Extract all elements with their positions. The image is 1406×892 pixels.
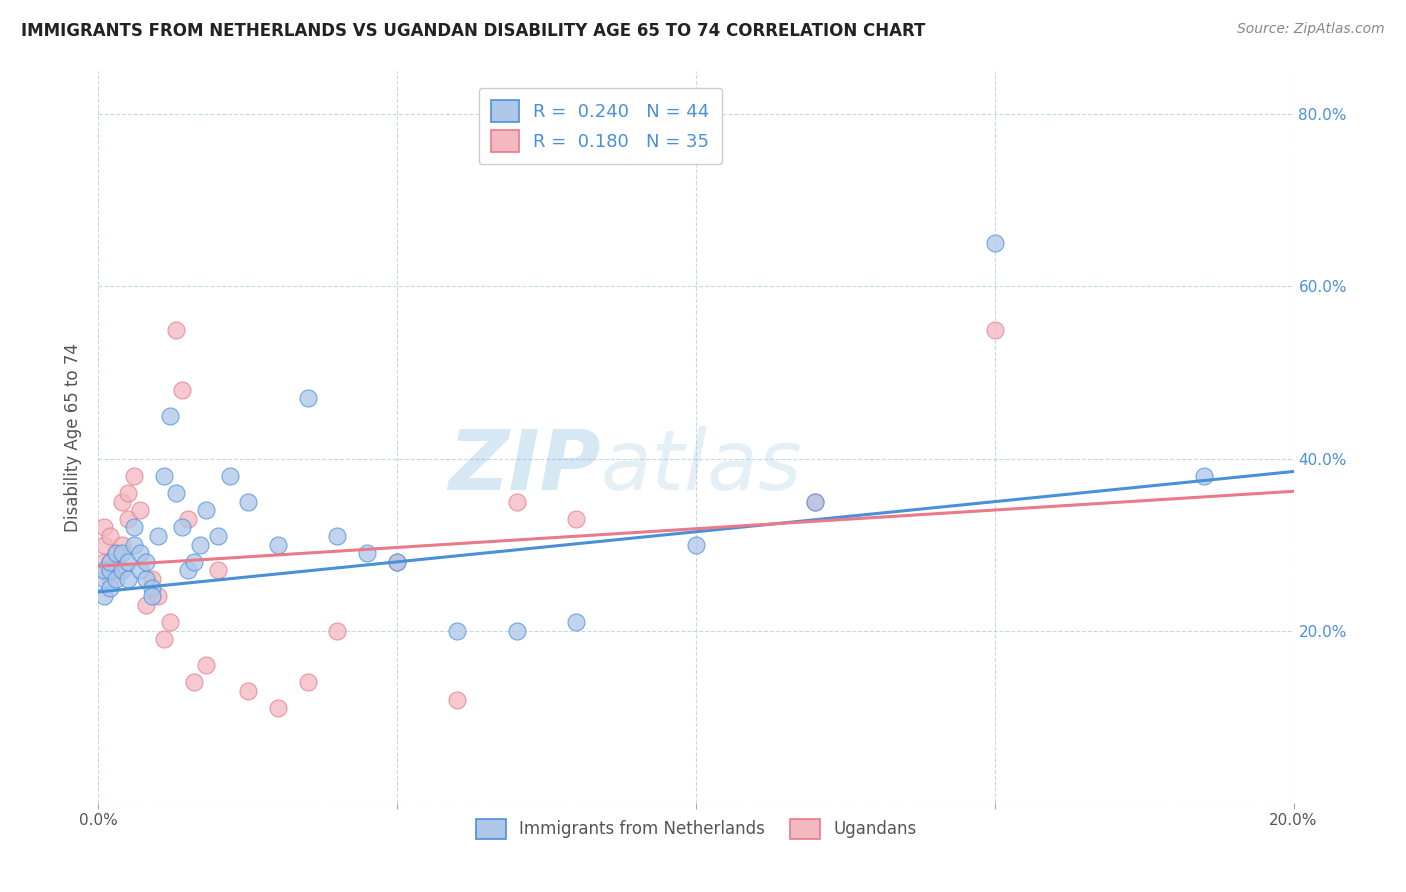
Point bbox=[219, 468, 242, 483]
Text: ZIP: ZIP bbox=[447, 425, 600, 507]
Point bbox=[105, 546, 128, 560]
Point bbox=[565, 615, 588, 629]
Point bbox=[267, 701, 290, 715]
Point bbox=[98, 529, 122, 543]
Point bbox=[98, 564, 122, 578]
Point bbox=[93, 538, 115, 552]
Point bbox=[148, 589, 170, 603]
Point bbox=[207, 564, 229, 578]
Point bbox=[177, 564, 200, 578]
Point bbox=[124, 538, 146, 552]
Point bbox=[93, 572, 115, 586]
Text: IMMIGRANTS FROM NETHERLANDS VS UGANDAN DISABILITY AGE 65 TO 74 CORRELATION CHART: IMMIGRANTS FROM NETHERLANDS VS UGANDAN D… bbox=[21, 22, 925, 40]
Point bbox=[111, 546, 134, 560]
Point bbox=[159, 615, 181, 629]
Point bbox=[236, 494, 259, 508]
Point bbox=[506, 494, 529, 508]
Point bbox=[506, 624, 529, 638]
Point bbox=[93, 520, 115, 534]
Point bbox=[105, 546, 128, 560]
Text: Source: ZipAtlas.com: Source: ZipAtlas.com bbox=[1237, 22, 1385, 37]
Point bbox=[188, 538, 211, 552]
Point bbox=[446, 692, 468, 706]
Point bbox=[117, 486, 139, 500]
Point bbox=[326, 624, 349, 638]
Point bbox=[385, 555, 409, 569]
Point bbox=[105, 564, 128, 578]
Point bbox=[98, 572, 122, 586]
Point bbox=[565, 512, 588, 526]
Point bbox=[124, 468, 146, 483]
Point bbox=[111, 494, 134, 508]
Point bbox=[98, 581, 122, 595]
Point bbox=[984, 236, 1007, 251]
Point bbox=[135, 572, 157, 586]
Point bbox=[236, 684, 259, 698]
Point bbox=[141, 589, 163, 603]
Point bbox=[129, 503, 152, 517]
Point bbox=[117, 512, 139, 526]
Point bbox=[297, 392, 319, 406]
Point bbox=[135, 598, 157, 612]
Point bbox=[356, 546, 378, 560]
Point bbox=[297, 675, 319, 690]
Point bbox=[804, 494, 827, 508]
Point bbox=[93, 555, 115, 569]
Point bbox=[165, 322, 187, 336]
Point bbox=[165, 486, 187, 500]
Text: atlas: atlas bbox=[600, 425, 801, 507]
Point bbox=[98, 555, 122, 569]
Point bbox=[183, 675, 205, 690]
Point bbox=[111, 564, 134, 578]
Point bbox=[195, 503, 218, 517]
Point bbox=[177, 512, 200, 526]
Point bbox=[141, 581, 163, 595]
Point bbox=[153, 632, 176, 647]
Point bbox=[148, 529, 170, 543]
Point bbox=[135, 555, 157, 569]
Point bbox=[172, 383, 194, 397]
Point bbox=[195, 658, 218, 673]
Point bbox=[446, 624, 468, 638]
Point bbox=[183, 555, 205, 569]
Point bbox=[326, 529, 349, 543]
Point bbox=[804, 494, 827, 508]
Point bbox=[141, 572, 163, 586]
Point bbox=[129, 564, 152, 578]
Point bbox=[93, 564, 115, 578]
Point bbox=[124, 520, 146, 534]
Legend: Immigrants from Netherlands, Ugandans: Immigrants from Netherlands, Ugandans bbox=[470, 812, 922, 846]
Point bbox=[129, 546, 152, 560]
Point bbox=[117, 572, 139, 586]
Point bbox=[105, 572, 128, 586]
Point bbox=[111, 538, 134, 552]
Point bbox=[172, 520, 194, 534]
Point bbox=[159, 409, 181, 423]
Point bbox=[207, 529, 229, 543]
Point bbox=[685, 538, 707, 552]
Point bbox=[153, 468, 176, 483]
Point bbox=[98, 555, 122, 569]
Point bbox=[117, 555, 139, 569]
Y-axis label: Disability Age 65 to 74: Disability Age 65 to 74 bbox=[65, 343, 83, 532]
Point bbox=[1192, 468, 1215, 483]
Point bbox=[93, 589, 115, 603]
Point bbox=[984, 322, 1007, 336]
Point bbox=[385, 555, 409, 569]
Point bbox=[267, 538, 290, 552]
